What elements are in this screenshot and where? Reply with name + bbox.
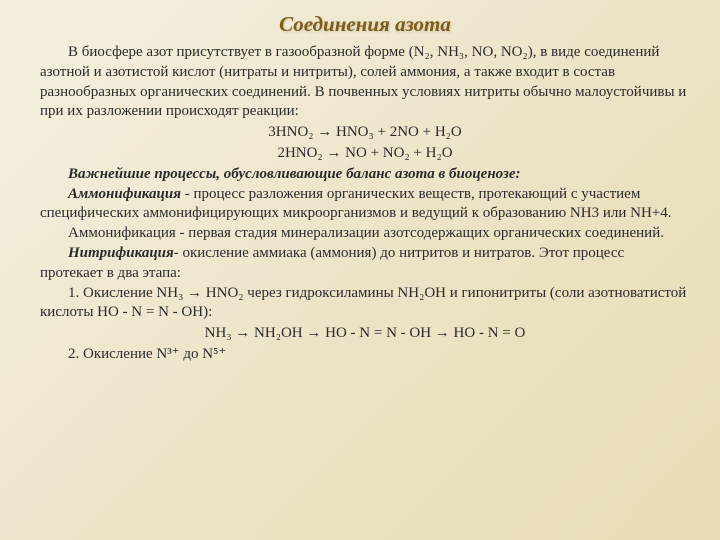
paragraph-intro: В биосфере азот присутствует в газообраз… xyxy=(40,43,690,122)
equation-2: 2HNO₂ → NO + NO₂ + H₂O xyxy=(40,144,690,164)
step-2: 2. Окисление N³⁺ до N⁵⁺ xyxy=(40,345,690,365)
slide-title: Соединения азота xyxy=(40,12,690,37)
equation-3: NH₃ → NH₂OH → HO - N = N - OH → HO - N =… xyxy=(40,324,690,344)
subheading-processes: Важнейшие процессы, обусловливающие бала… xyxy=(40,165,690,185)
paragraph-nitrification-def: Нитрификация- окисление аммиака (аммония… xyxy=(40,244,690,284)
step-1: 1. Окисление NH₃ → HNO₂ через гидроксила… xyxy=(40,284,690,324)
term-nitrification: Нитрификация xyxy=(68,245,174,261)
paragraph-ammonification-stage: Аммонификация - первая стадия минерализа… xyxy=(40,224,690,244)
term-ammonification: Аммонификация xyxy=(68,186,181,202)
slide-content: В биосфере азот присутствует в газообраз… xyxy=(40,43,690,365)
paragraph-ammonification-def: Аммонификация - процесс разложения орган… xyxy=(40,185,690,225)
equation-1: 3HNO₂ → HNO₃ + 2NO + H₂O xyxy=(40,123,690,143)
